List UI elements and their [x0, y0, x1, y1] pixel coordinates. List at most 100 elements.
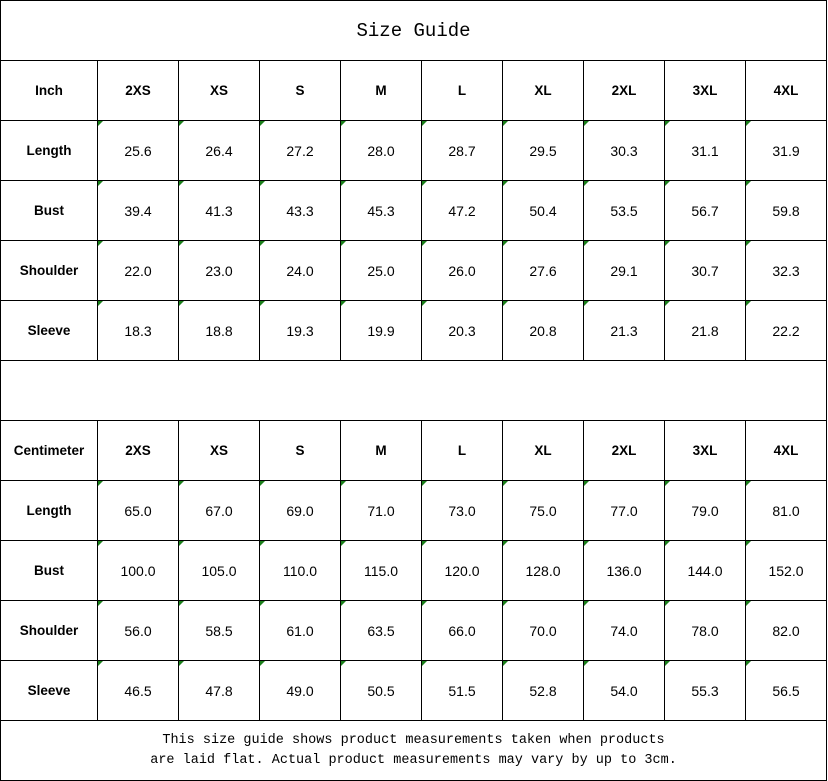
table-row: Length 25.6 26.4 27.2 28.0 28.7 29.5 30.3 31.1 31…: [0, 120, 828, 181]
size-header: 2XS: [97, 60, 179, 121]
measurement-cell: 28.7: [421, 120, 503, 181]
table-row: Bust 100.0 105.0 110.0 115.0 120.0 128.0 136.0 1…: [0, 540, 828, 601]
measurement-cell: 18.3: [97, 300, 179, 361]
measurement-cell: 56.0: [97, 600, 179, 661]
measurement-cell: 120.0: [421, 540, 503, 601]
measurement-cell: 25.6: [97, 120, 179, 181]
header-row: Centimeter 2XS XS S M L XL 2XL 3XL 4XL: [0, 420, 828, 481]
table-row: Shoulder 56.0 58.5 61.0 63.5 66.0 70.0 74.0 78.0…: [0, 600, 828, 661]
measurement-cell: 47.8: [178, 660, 260, 721]
measurement-cell: 41.3: [178, 180, 260, 241]
size-header: XL: [502, 60, 584, 121]
measurement-cell: 105.0: [178, 540, 260, 601]
row-label: Sleeve: [0, 300, 98, 361]
measurement-cell: 75.0: [502, 480, 584, 541]
measurement-cell: 24.0: [259, 240, 341, 301]
measurement-cell: 136.0: [583, 540, 665, 601]
size-header: S: [259, 60, 341, 121]
row-label: Bust: [0, 180, 98, 241]
measurement-cell: 22.0: [97, 240, 179, 301]
page-title: Size Guide: [0, 0, 828, 61]
measurement-cell: 39.4: [97, 180, 179, 241]
size-header: XS: [178, 60, 260, 121]
note-line: are laid flat. Actual product measuremen…: [150, 752, 677, 768]
row-label: Shoulder: [0, 600, 98, 661]
measurement-cell: 61.0: [259, 600, 341, 661]
measurement-cell: 19.3: [259, 300, 341, 361]
size-header: M: [340, 60, 422, 121]
measurement-cell: 144.0: [664, 540, 746, 601]
measurement-cell: 50.5: [340, 660, 422, 721]
measurement-cell: 65.0: [97, 480, 179, 541]
measurement-cell: 67.0: [178, 480, 260, 541]
measurement-cell: 56.5: [744, 660, 828, 721]
table-row: Shoulder 22.0 23.0 24.0 25.0 26.0 27.6 29.1 30.7…: [0, 240, 828, 301]
size-header: 2XS: [97, 420, 179, 481]
measurement-cell: 50.4: [502, 180, 584, 241]
measurement-cell: 46.5: [97, 660, 179, 721]
measurement-cell: 82.0: [744, 600, 828, 661]
measurement-cell: 152.0: [744, 540, 828, 601]
size-header: 4XL: [744, 420, 828, 481]
size-header: M: [340, 420, 422, 481]
row-label: Bust: [0, 540, 98, 601]
measurement-cell: 56.7: [664, 180, 746, 241]
measurement-cell: 81.0: [744, 480, 828, 541]
measurement-cell: 25.0: [340, 240, 422, 301]
measurement-cell: 47.2: [421, 180, 503, 241]
size-header: L: [421, 60, 503, 121]
measurement-cell: 18.8: [178, 300, 260, 361]
unit-header: Centimeter: [0, 420, 98, 481]
measurement-cell: 71.0: [340, 480, 422, 541]
row-label: Shoulder: [0, 240, 98, 301]
spacer-row: [0, 360, 828, 421]
size-header: S: [259, 420, 341, 481]
table-row: Bust 39.4 41.3 43.3 45.3 47.2 50.4 53.5 56.7 59.8: [0, 180, 828, 241]
measurement-cell: 79.0: [664, 480, 746, 541]
measurement-cell: 55.3: [664, 660, 746, 721]
size-header: L: [421, 420, 503, 481]
measurement-cell: 77.0: [583, 480, 665, 541]
measurement-cell: 27.2: [259, 120, 341, 181]
measurement-cell: 63.5: [340, 600, 422, 661]
note-line: This size guide shows product measuremen…: [162, 732, 665, 748]
header-row: Inch 2XS XS S M L XL 2XL 3XL 4XL: [0, 60, 828, 121]
size-header: 4XL: [744, 60, 828, 121]
measurement-cell: 78.0: [664, 600, 746, 661]
measurement-cell: 30.3: [583, 120, 665, 181]
table-row: Length 65.0 67.0 69.0 71.0 73.0 75.0 77.0 79.0 81…: [0, 480, 828, 541]
measurement-cell: 100.0: [97, 540, 179, 601]
measurement-cell: 59.8: [744, 180, 828, 241]
row-label: Length: [0, 120, 98, 181]
measurement-cell: 27.6: [502, 240, 584, 301]
measurement-cell: 22.2: [744, 300, 828, 361]
size-header: 2XL: [583, 420, 665, 481]
unit-header: Inch: [0, 60, 98, 121]
measurement-cell: 45.3: [340, 180, 422, 241]
measurement-cell: 31.9: [744, 120, 828, 181]
size-header: XL: [502, 420, 584, 481]
measurement-cell: 66.0: [421, 600, 503, 661]
size-header: 2XL: [583, 60, 665, 121]
measurement-cell: 128.0: [502, 540, 584, 601]
measurement-cell: 31.1: [664, 120, 746, 181]
measurement-cell: 30.7: [664, 240, 746, 301]
measurement-cell: 26.0: [421, 240, 503, 301]
size-header: 3XL: [664, 420, 746, 481]
measurement-cell: 115.0: [340, 540, 422, 601]
measurement-cell: 21.3: [583, 300, 665, 361]
measurement-cell: 19.9: [340, 300, 422, 361]
measurement-cell: 23.0: [178, 240, 260, 301]
spacer-cell: [0, 360, 828, 421]
measurement-cell: 29.1: [583, 240, 665, 301]
size-header: XS: [178, 420, 260, 481]
measurement-cell: 49.0: [259, 660, 341, 721]
measurement-cell: 32.3: [744, 240, 828, 301]
measurement-cell: 74.0: [583, 600, 665, 661]
measurement-cell: 20.8: [502, 300, 584, 361]
measurement-cell: 28.0: [340, 120, 422, 181]
measurement-cell: 69.0: [259, 480, 341, 541]
measurement-cell: 54.0: [583, 660, 665, 721]
row-label: Length: [0, 480, 98, 541]
